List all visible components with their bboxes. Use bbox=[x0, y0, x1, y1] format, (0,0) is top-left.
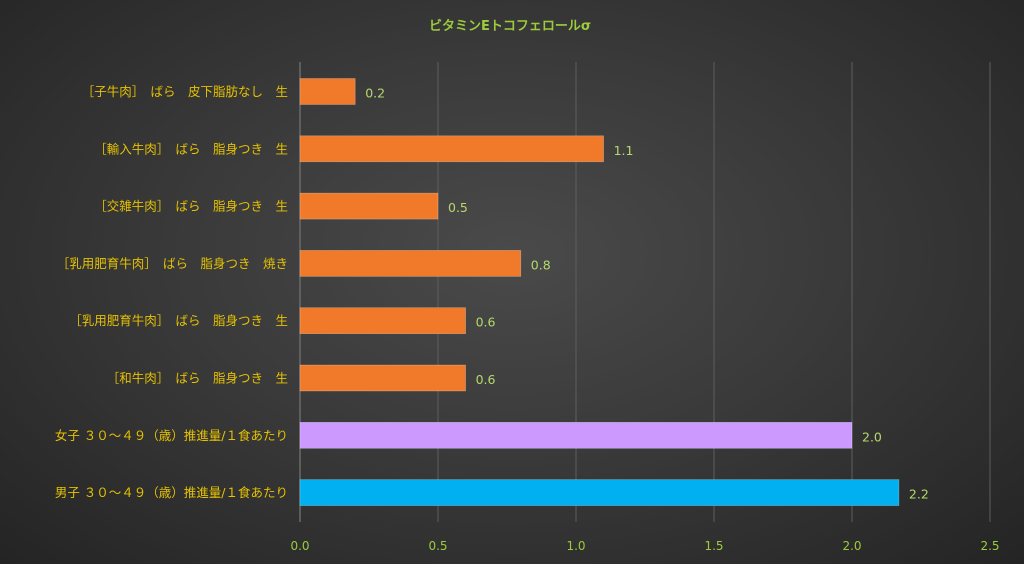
bar bbox=[299, 250, 522, 277]
data-label: 0.5 bbox=[448, 200, 468, 215]
bar bbox=[299, 364, 466, 392]
data-label: 2.2 bbox=[909, 487, 929, 502]
category-label: ［子牛肉］ ばら 皮下脂肪なし 生 bbox=[82, 84, 288, 99]
category-label: ［和牛肉］ ばら 脂身つき 生 bbox=[107, 371, 288, 386]
bar bbox=[299, 78, 356, 105]
bar bbox=[299, 135, 604, 163]
data-label: 2.0 bbox=[862, 429, 882, 444]
data-label: 0.6 bbox=[476, 315, 496, 330]
category-label: ［輸入牛肉］ ばら 脂身つき 生 bbox=[94, 141, 288, 156]
chart-title: ビタミンEトコフェロールσ bbox=[429, 18, 591, 34]
value-labels: 0.2 1.1 0.5 0.8 0.6 0.6 2.0 2.2 bbox=[365, 86, 929, 502]
x-tick-label: 0.5 bbox=[428, 539, 447, 553]
data-label: 0.8 bbox=[531, 257, 551, 272]
x-tick-label: 1.0 bbox=[566, 539, 585, 553]
category-label: ［乳用肥育牛肉］ ばら 脂身つき 生 bbox=[69, 313, 288, 328]
data-label: 0.2 bbox=[365, 86, 385, 101]
gridlines bbox=[299, 62, 991, 522]
category-label: 女子 ３０～４９（歳）推進量/１食あたり bbox=[55, 428, 288, 443]
x-tick-label: 0.0 bbox=[290, 539, 309, 553]
category-label: ［交雑牛肉］ ばら 脂身つき 生 bbox=[94, 199, 288, 214]
bars bbox=[299, 78, 900, 506]
category-label: 男子 ３０～４９（歳）推進量/１食あたり bbox=[55, 485, 288, 500]
x-tick-label: 2.0 bbox=[842, 539, 861, 553]
category-label: ［乳用肥育牛肉］ ばら 脂身つき 焼き bbox=[57, 256, 288, 271]
bar bbox=[299, 479, 900, 506]
bar bbox=[299, 307, 466, 335]
bar bbox=[299, 192, 439, 220]
data-label: 0.6 bbox=[476, 372, 496, 387]
x-tick-label: 2.5 bbox=[980, 539, 999, 553]
bar bbox=[299, 421, 853, 449]
x-tick-label: 1.5 bbox=[704, 539, 723, 553]
x-axis-ticks: 0.0 0.5 1.0 1.5 2.0 2.5 bbox=[290, 539, 999, 553]
data-label: 1.1 bbox=[614, 143, 634, 158]
category-labels: ［子牛肉］ ばら 皮下脂肪なし 生 ［輸入牛肉］ ばら 脂身つき 生 ［交雑牛肉］ … bbox=[55, 84, 288, 500]
